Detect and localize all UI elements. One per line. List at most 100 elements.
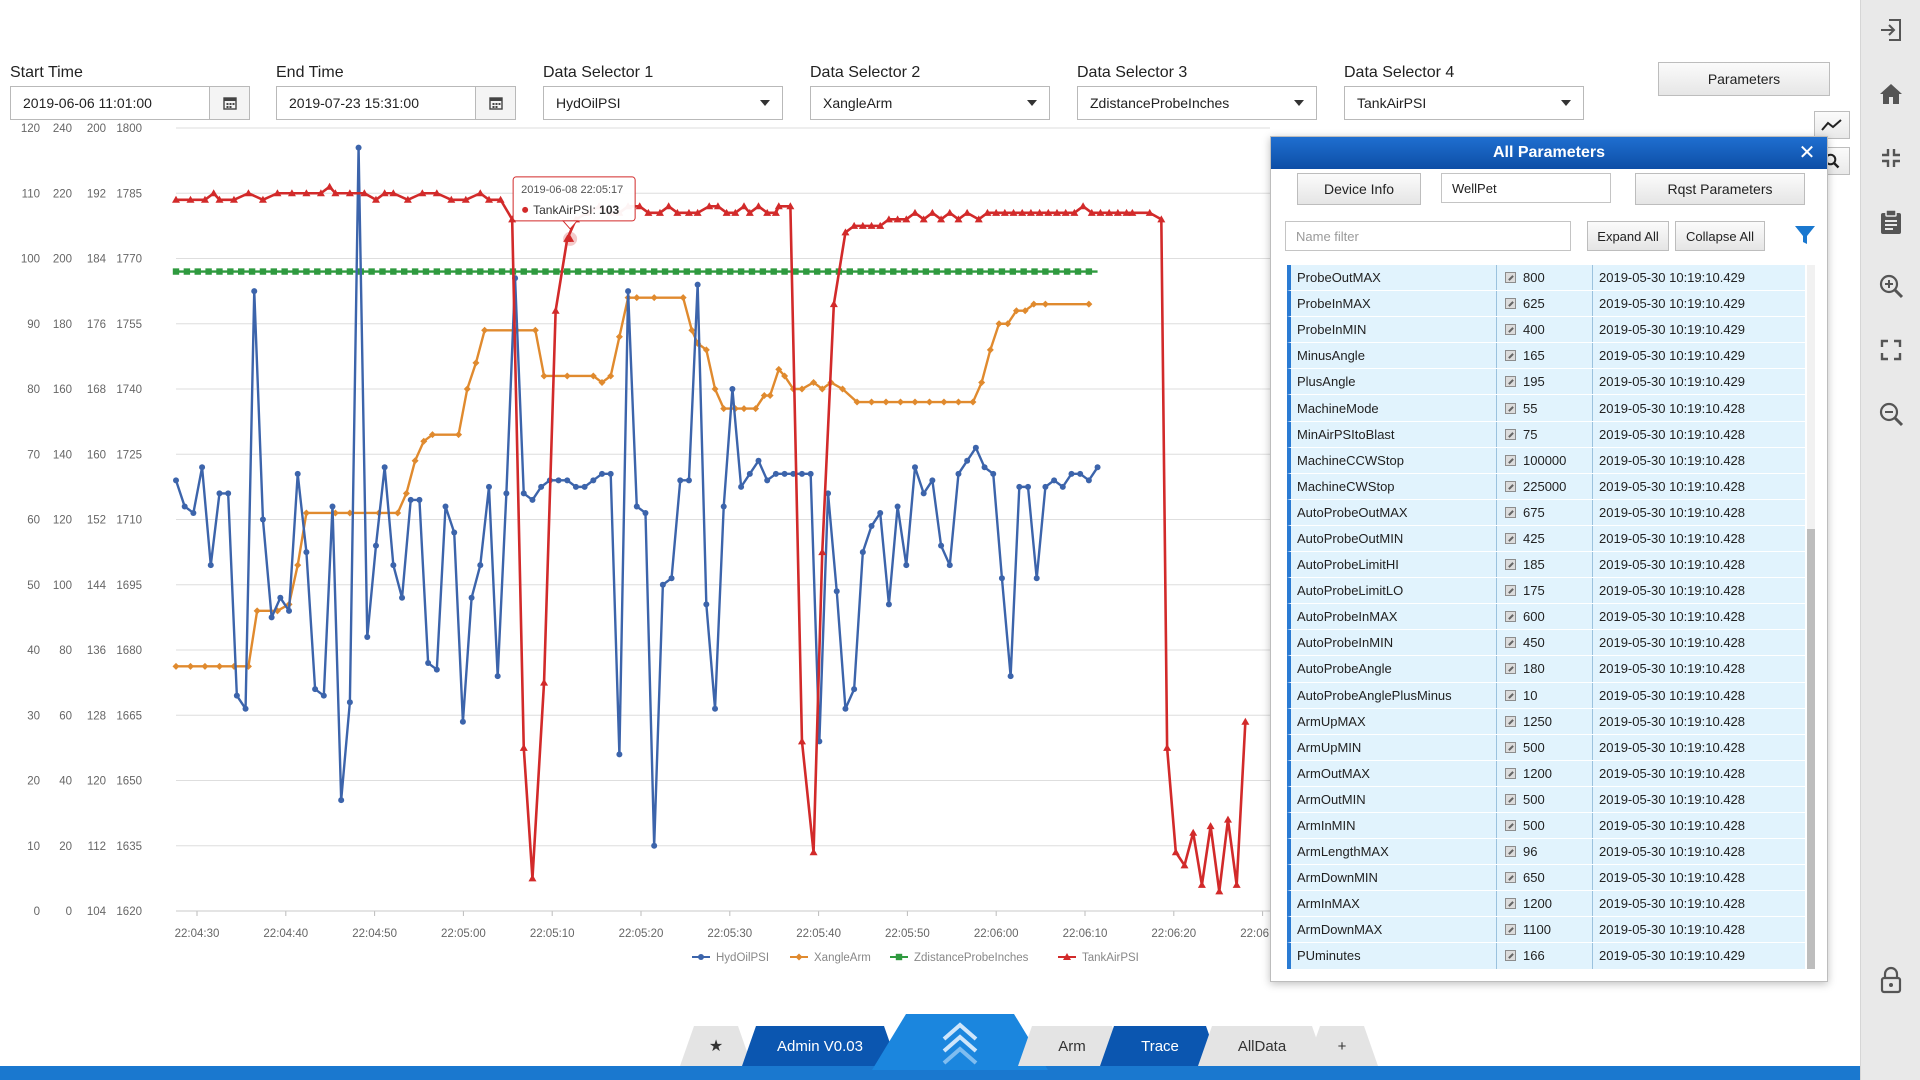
logout-icon[interactable] xyxy=(1877,16,1905,44)
table-row[interactable]: ArmOutMIN 500 2019-05-30 10:19:10.428 xyxy=(1287,786,1805,813)
end-time-field[interactable]: 2019-07-23 15:31:00 xyxy=(276,86,516,120)
rqst-parameters-button[interactable]: Rqst Parameters xyxy=(1635,173,1805,205)
edit-icon[interactable] xyxy=(1505,350,1516,362)
table-row[interactable]: ArmUpMAX 1250 2019-05-30 10:19:10.428 xyxy=(1287,708,1805,735)
param-value-cell[interactable]: 625 xyxy=(1497,291,1593,317)
table-row[interactable]: AutoProbeAngle 180 2019-05-30 10:19:10.428 xyxy=(1287,656,1805,683)
table-row[interactable]: ProbeOutMAX 800 2019-05-30 10:19:10.429 xyxy=(1287,265,1805,292)
tab-trace[interactable]: Trace xyxy=(1100,1026,1220,1066)
param-value-cell[interactable]: 75 xyxy=(1497,421,1593,447)
table-row[interactable]: MachineCWStop 225000 2019-05-30 10:19:10.4… xyxy=(1287,473,1805,500)
param-value-cell[interactable]: 500 xyxy=(1497,734,1593,760)
table-row[interactable]: ArmUpMIN 500 2019-05-30 10:19:10.428 xyxy=(1287,734,1805,761)
trace-chart[interactable]: 0 10 20 30 40 50 60 70 80 90 100 110 120 0 20 40 60 80 100… xyxy=(0,120,1270,980)
param-value-cell[interactable]: 180 xyxy=(1497,656,1593,682)
edit-icon[interactable] xyxy=(1505,924,1516,936)
table-row[interactable]: PUminutes 166 2019-05-30 10:19:10.429 xyxy=(1287,943,1805,969)
param-value-cell[interactable]: 175 xyxy=(1497,578,1593,604)
calendar-icon[interactable] xyxy=(209,87,249,119)
edit-icon[interactable] xyxy=(1505,767,1516,779)
tab-admin[interactable]: Admin V0.03 xyxy=(742,1026,898,1066)
table-row[interactable]: ArmOutMAX 1200 2019-05-30 10:19:10.428 xyxy=(1287,760,1805,787)
close-icon[interactable]: ✕ xyxy=(1798,142,1816,164)
edit-icon[interactable] xyxy=(1505,950,1516,962)
param-value-cell[interactable]: 500 xyxy=(1497,786,1593,812)
edit-icon[interactable] xyxy=(1505,793,1516,805)
filter-icon[interactable] xyxy=(1793,223,1817,247)
tab-alldata[interactable]: AllData xyxy=(1198,1026,1326,1066)
param-value-cell[interactable]: 675 xyxy=(1497,499,1593,525)
edit-icon[interactable] xyxy=(1505,820,1516,832)
table-row[interactable]: AutoProbeLimitLO 175 2019-05-30 10:19:10.4… xyxy=(1287,578,1805,605)
edit-icon[interactable] xyxy=(1505,872,1516,884)
table-row[interactable]: MinAirPSItoBlast 75 2019-05-30 10:19:10.42… xyxy=(1287,421,1805,448)
home-icon[interactable] xyxy=(1877,80,1905,108)
edit-icon[interactable] xyxy=(1505,376,1516,388)
edit-icon[interactable] xyxy=(1505,898,1516,910)
edit-icon[interactable] xyxy=(1505,637,1516,649)
param-value-cell[interactable]: 10 xyxy=(1497,682,1593,708)
clipboard-icon[interactable] xyxy=(1877,208,1905,236)
table-row[interactable]: AutoProbeAnglePlusMinus 10 2019-05-30 10:1… xyxy=(1287,682,1805,709)
name-filter-input[interactable]: Name filter xyxy=(1285,221,1571,251)
edit-icon[interactable] xyxy=(1505,611,1516,623)
calendar-icon[interactable] xyxy=(475,87,515,119)
table-row[interactable]: MachineMode 55 2019-05-30 10:19:10.428 xyxy=(1287,395,1805,422)
param-value-cell[interactable]: 1100 xyxy=(1497,917,1593,943)
data-selector-3[interactable]: ZdistanceProbeInches xyxy=(1077,86,1317,120)
start-time-field[interactable]: 2019-06-06 11:01:00 xyxy=(10,86,250,120)
param-value-cell[interactable]: 425 xyxy=(1497,525,1593,552)
table-row[interactable]: ArmDownMAX 1100 2019-05-30 10:19:10.428 xyxy=(1287,917,1805,944)
edit-icon[interactable] xyxy=(1505,741,1516,753)
param-value-cell[interactable]: 166 xyxy=(1497,943,1593,969)
table-row[interactable]: AutoProbeOutMAX 675 2019-05-30 10:19:10.42… xyxy=(1287,499,1805,526)
table-row[interactable]: ArmDownMIN 650 2019-05-30 10:19:10.428 xyxy=(1287,865,1805,892)
add-tab-button[interactable]: + xyxy=(1306,1026,1378,1066)
table-row[interactable]: MachineCCWStop 100000 2019-05-30 10:19:10.… xyxy=(1287,447,1805,474)
collapse-icon[interactable] xyxy=(1877,144,1905,172)
fullscreen-icon[interactable] xyxy=(1877,336,1905,364)
device-info-button[interactable]: Device Info xyxy=(1297,173,1421,205)
edit-icon[interactable] xyxy=(1505,428,1516,440)
edit-icon[interactable] xyxy=(1505,454,1516,466)
parameters-button[interactable]: Parameters xyxy=(1658,62,1830,96)
table-row[interactable]: AutoProbeLimitHI 185 2019-05-30 10:19:10.4… xyxy=(1287,552,1805,579)
edit-icon[interactable] xyxy=(1505,506,1516,518)
edit-icon[interactable] xyxy=(1505,559,1516,571)
data-selector-2[interactable]: XangleArm xyxy=(810,86,1050,120)
param-value-cell[interactable]: 195 xyxy=(1497,369,1593,395)
device-name-field[interactable]: WellPet xyxy=(1441,173,1611,203)
param-value-cell[interactable]: 600 xyxy=(1497,604,1593,630)
zoom-out-icon[interactable] xyxy=(1877,400,1905,428)
lock-icon[interactable] xyxy=(1877,966,1905,994)
edit-icon[interactable] xyxy=(1505,402,1516,414)
param-value-cell[interactable]: 185 xyxy=(1497,552,1593,578)
favorites-tab[interactable]: ★ xyxy=(680,1026,752,1066)
zoom-in-icon[interactable] xyxy=(1877,272,1905,300)
scrollbar-thumb[interactable] xyxy=(1807,529,1815,969)
param-value-cell[interactable]: 650 xyxy=(1497,865,1593,891)
table-row[interactable]: AutoProbeInMAX 600 2019-05-30 10:19:10.428 xyxy=(1287,604,1805,631)
param-value-cell[interactable]: 400 xyxy=(1497,317,1593,343)
param-value-cell[interactable]: 500 xyxy=(1497,812,1593,839)
param-value-cell[interactable]: 1200 xyxy=(1497,891,1593,917)
table-row[interactable]: AutoProbeOutMIN 425 2019-05-30 10:19:10.42… xyxy=(1287,525,1805,553)
edit-icon[interactable] xyxy=(1505,532,1516,544)
edit-icon[interactable] xyxy=(1505,715,1516,727)
expand-all-button[interactable]: Expand All xyxy=(1587,221,1669,251)
collapse-all-button[interactable]: Collapse All xyxy=(1675,221,1765,251)
param-value-cell[interactable]: 1200 xyxy=(1497,760,1593,786)
param-value-cell[interactable]: 96 xyxy=(1497,839,1593,865)
edit-icon[interactable] xyxy=(1505,324,1516,336)
param-value-cell[interactable]: 1250 xyxy=(1497,708,1593,734)
data-selector-1[interactable]: HydOilPSI xyxy=(543,86,783,120)
param-value-cell[interactable]: 100000 xyxy=(1497,447,1593,473)
param-value-cell[interactable]: 800 xyxy=(1497,265,1593,291)
param-value-cell[interactable]: 225000 xyxy=(1497,473,1593,499)
table-row[interactable]: ProbeInMIN 400 2019-05-30 10:19:10.429 xyxy=(1287,317,1805,344)
param-value-cell[interactable]: 165 xyxy=(1497,343,1593,369)
table-row[interactable]: AutoProbeInMIN 450 2019-05-30 10:19:10.428 xyxy=(1287,630,1805,657)
edit-icon[interactable] xyxy=(1505,663,1516,675)
table-row[interactable]: ArmInMIN 500 2019-05-30 10:19:10.428 xyxy=(1287,812,1805,840)
line-chart-toggle-button[interactable] xyxy=(1814,111,1850,139)
